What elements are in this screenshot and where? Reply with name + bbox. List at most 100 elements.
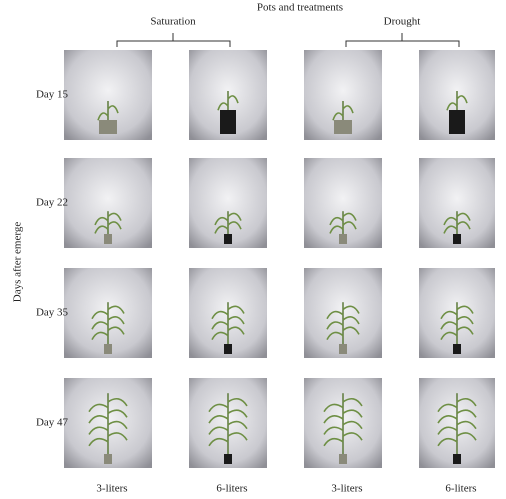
leaf bbox=[227, 212, 242, 221]
pot bbox=[339, 234, 347, 244]
leaf bbox=[326, 310, 344, 320]
leaf bbox=[329, 225, 344, 234]
bracket bbox=[116, 33, 231, 47]
leaf bbox=[107, 212, 122, 221]
leaf bbox=[326, 321, 344, 330]
leaf bbox=[91, 310, 109, 320]
group-label: Saturation bbox=[150, 16, 196, 28]
leaf bbox=[456, 315, 474, 325]
leaf bbox=[227, 409, 248, 418]
leaf bbox=[437, 426, 458, 435]
leaf bbox=[107, 315, 125, 325]
leaf bbox=[211, 310, 229, 320]
leaf bbox=[227, 326, 245, 335]
leaf bbox=[342, 432, 363, 441]
brackets bbox=[116, 33, 460, 47]
photo bbox=[304, 50, 382, 140]
column-label: 6-liters bbox=[445, 483, 476, 495]
photo-grid bbox=[64, 50, 495, 468]
row-label: Day 47 bbox=[36, 417, 69, 429]
leaf bbox=[88, 426, 109, 435]
leaf bbox=[342, 305, 360, 314]
leaf bbox=[97, 112, 109, 121]
photo bbox=[64, 378, 152, 468]
leaf bbox=[107, 420, 128, 430]
leaf bbox=[342, 212, 357, 221]
pot bbox=[224, 234, 232, 244]
row-label: Day 15 bbox=[36, 89, 69, 101]
leaf bbox=[456, 409, 477, 418]
photo bbox=[419, 268, 495, 358]
leaf bbox=[227, 432, 248, 441]
leaf bbox=[323, 415, 344, 424]
leaf bbox=[94, 216, 109, 226]
leaf bbox=[456, 420, 477, 430]
leaf bbox=[88, 437, 109, 447]
leaf bbox=[446, 102, 458, 111]
column-label: 3-liters bbox=[331, 483, 362, 495]
leaf bbox=[443, 225, 458, 234]
bracket bbox=[345, 33, 460, 47]
pot bbox=[104, 454, 112, 464]
leaf bbox=[214, 216, 229, 226]
photo bbox=[419, 158, 495, 248]
column-label: 3-liters bbox=[96, 483, 127, 495]
leaf bbox=[227, 420, 248, 430]
leaf bbox=[437, 403, 458, 413]
leaf bbox=[342, 409, 363, 418]
leaf bbox=[437, 437, 458, 447]
photo bbox=[419, 378, 495, 468]
photo bbox=[304, 158, 382, 248]
y-label: Days after emerge bbox=[12, 222, 24, 303]
leaf bbox=[227, 305, 245, 314]
row-label: Day 22 bbox=[36, 197, 68, 209]
leaf bbox=[437, 415, 458, 424]
pot bbox=[334, 120, 352, 134]
leaf bbox=[107, 305, 125, 314]
pot bbox=[453, 454, 461, 464]
leaf bbox=[107, 397, 128, 407]
leaf bbox=[456, 305, 474, 314]
photo bbox=[189, 378, 267, 468]
leaf bbox=[456, 326, 474, 335]
pot bbox=[339, 344, 347, 354]
leaf bbox=[456, 397, 477, 407]
leaf bbox=[342, 326, 360, 335]
leaf bbox=[88, 403, 109, 413]
leaf bbox=[88, 415, 109, 424]
column-label: 6-liters bbox=[216, 483, 247, 495]
pot bbox=[339, 454, 347, 464]
pot bbox=[99, 120, 117, 134]
leaf bbox=[323, 426, 344, 435]
pot bbox=[220, 110, 236, 134]
leaf bbox=[208, 426, 229, 435]
photo bbox=[304, 378, 382, 468]
leaf bbox=[107, 105, 119, 114]
leaf bbox=[456, 95, 468, 104]
pot bbox=[224, 344, 232, 354]
leaf bbox=[342, 315, 360, 325]
leaf bbox=[456, 212, 471, 221]
leaf bbox=[332, 112, 344, 121]
leaf bbox=[208, 437, 229, 447]
leaf bbox=[208, 403, 229, 413]
leaf bbox=[211, 331, 229, 341]
leaf bbox=[456, 221, 471, 230]
pot bbox=[453, 344, 461, 354]
row-label: Day 35 bbox=[36, 307, 69, 319]
photo bbox=[304, 268, 382, 358]
leaf bbox=[91, 321, 109, 330]
pot bbox=[449, 110, 465, 134]
leaf bbox=[91, 331, 109, 341]
leaf bbox=[227, 315, 245, 325]
leaf bbox=[456, 432, 477, 441]
pot bbox=[453, 234, 461, 244]
pot bbox=[224, 454, 232, 464]
leaf bbox=[323, 437, 344, 447]
photo bbox=[64, 50, 152, 140]
leaf bbox=[208, 415, 229, 424]
leaf bbox=[440, 331, 458, 341]
photo bbox=[189, 268, 267, 358]
leaf bbox=[211, 321, 229, 330]
